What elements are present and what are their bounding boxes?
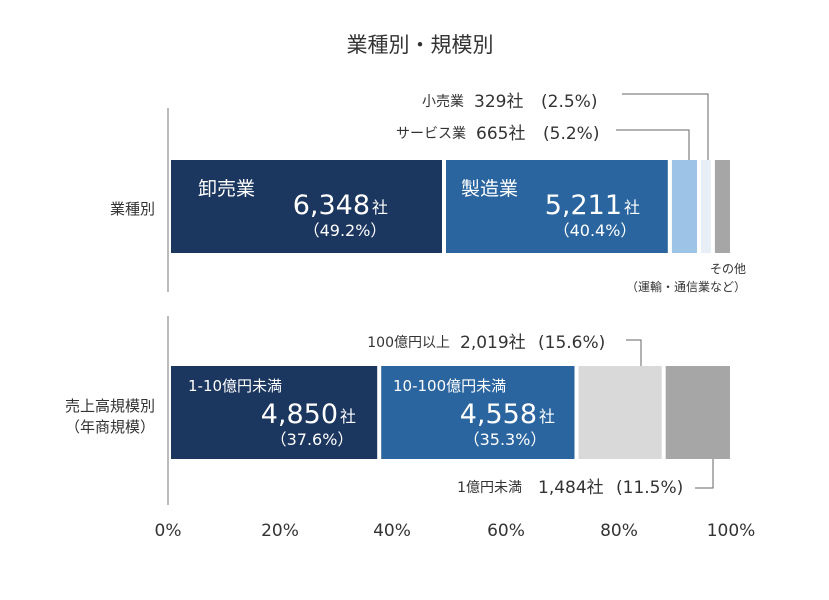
callout-under-1oku-count: 1,484社: [538, 478, 604, 498]
label-1-10oku-name: 1-10億円未満: [188, 377, 282, 395]
label-10-100oku-count: 4,558: [460, 399, 537, 430]
callout-service-count: 665社: [476, 124, 525, 144]
bar-wholesale: [171, 160, 442, 253]
bar-manufacturing: [446, 160, 668, 253]
label-manufacturing-count: 5,211: [545, 190, 622, 221]
row-label-revenue: 売上高規模別: [65, 397, 155, 415]
label-wholesale-count: 6,348: [293, 190, 370, 221]
row-label-industry: 業種別: [110, 200, 155, 218]
x-tick-label: 80%: [600, 521, 638, 541]
callout-other-name: その他: [710, 262, 746, 276]
label-wholesale-pct: （49.2%）: [304, 221, 387, 240]
callout-other-sub: （運輸・通信業など）: [626, 279, 746, 294]
leader-retail: [622, 93, 709, 160]
bar-over-100oku: [578, 366, 662, 459]
x-tick-label: 40%: [373, 521, 411, 541]
bar-row-revenue: [171, 366, 730, 459]
x-axis-ticks: 0% 20% 40% 60% 80% 100%: [155, 521, 756, 541]
bar-other: [714, 160, 730, 253]
chart-title: 業種別・規模別: [347, 33, 494, 57]
label-manufacturing-unit: 社: [624, 198, 640, 217]
callout-retail-count: 329社: [474, 92, 523, 112]
callout-retail-name: 小売業: [422, 94, 464, 110]
label-10-100oku-pct: （35.3%）: [464, 430, 547, 449]
callout-service-name: サービス業: [396, 126, 466, 142]
bar-service: [671, 160, 697, 253]
leader-over-100oku: [626, 339, 642, 366]
label-1-10oku-pct: （37.6%）: [271, 430, 354, 449]
bar-row-industry: [171, 160, 730, 253]
callout-under-1oku-name: 1億円未満: [457, 480, 522, 496]
label-manufacturing-name: 製造業: [461, 178, 518, 200]
label-10-100oku-unit: 社: [539, 407, 555, 426]
callout-over-100oku-pct: (15.6%): [538, 333, 605, 353]
leader-service: [616, 129, 690, 160]
label-wholesale-name: 卸売業: [198, 178, 255, 200]
callout-retail-pct: (2.5%): [541, 92, 597, 112]
callout-over-100oku-name: 100億円以上: [367, 335, 450, 351]
x-tick-label: 0%: [155, 521, 182, 541]
label-manufacturing-pct: （40.4%）: [554, 221, 637, 240]
label-1-10oku-count: 4,850: [261, 399, 338, 430]
label-wholesale-unit: 社: [372, 198, 388, 217]
callout-under-1oku-pct: (11.5%): [616, 478, 683, 498]
row-label-revenue-sub: （年商規模）: [65, 418, 155, 436]
label-10-100oku-name: 10-100億円未満: [393, 377, 506, 395]
bar-retail: [700, 160, 711, 253]
bar-under-1oku: [665, 366, 730, 459]
x-tick-label: 20%: [261, 521, 299, 541]
label-1-10oku-unit: 社: [340, 407, 356, 426]
callout-service-pct: (5.2%): [543, 124, 599, 144]
bar-10-100oku: [381, 366, 575, 459]
x-tick-label: 60%: [487, 521, 525, 541]
leader-under-1oku: [695, 459, 714, 489]
x-tick-label: 100%: [707, 521, 756, 541]
callout-over-100oku-count: 2,019社: [460, 333, 526, 353]
bar-1-10oku: [171, 366, 378, 459]
